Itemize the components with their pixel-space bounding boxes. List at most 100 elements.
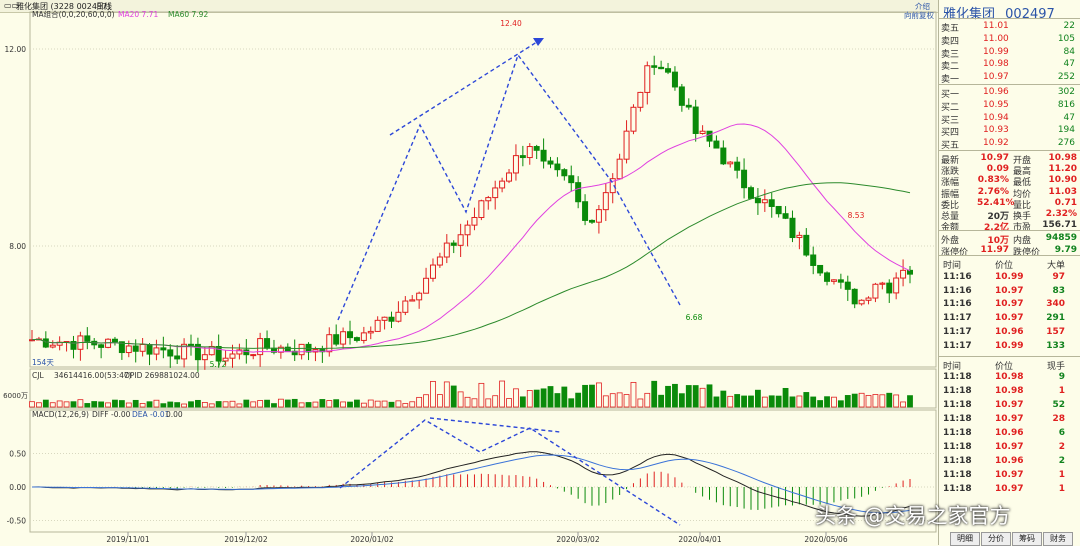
- kline-chart[interactable]: 12.00 8.00 12.40 5.72 6.68 8.53 MA组合(0,0,20,60…: [0, 0, 938, 545]
- header-volume: 大单: [1046, 260, 1065, 271]
- volume-bar: [699, 387, 706, 408]
- candle-body: [678, 86, 685, 106]
- high-price-label: 12.40: [500, 19, 522, 28]
- quote-panel: 雅化集团 002497 卖五 11.01 22 卖四 11.00 105 卖三 10.99 84…: [938, 0, 1080, 545]
- volume-bar: [734, 394, 741, 408]
- trade-row[interactable]: 11:18 10.97 52: [939, 399, 1080, 412]
- stat-label: 涨跌: [941, 167, 960, 178]
- candle-body: [457, 234, 464, 246]
- candle-body: [436, 256, 443, 266]
- volume-bar: [284, 399, 291, 408]
- trade-volume: 9: [1058, 371, 1065, 382]
- volume-bar: [167, 401, 174, 408]
- trade-price: 10.99: [995, 340, 1024, 351]
- trade-time: 11:17: [943, 313, 972, 324]
- volume-bar: [796, 395, 803, 408]
- trade-time: 11:18: [943, 483, 972, 494]
- candle-body: [526, 146, 533, 159]
- trade-row[interactable]: 11:16 10.97 83: [939, 285, 1080, 298]
- volume-bar: [768, 395, 775, 408]
- header-price: 价位: [995, 260, 1014, 271]
- candle-body: [644, 65, 651, 93]
- trade-row[interactable]: 11:18 10.96 6: [939, 427, 1080, 440]
- buy-level-row[interactable]: 买四 10.93 194: [939, 124, 1080, 138]
- trade-row[interactable]: 11:18 10.97 1: [939, 483, 1080, 496]
- stat-label: 涨停价: [941, 247, 969, 258]
- sell-level-row[interactable]: 卖五 11.01 22: [939, 20, 1080, 34]
- buy-level-row[interactable]: 买三 10.94 47: [939, 112, 1080, 126]
- buy-level-volume: 276: [1057, 138, 1075, 149]
- sell-level-row[interactable]: 卖三 10.99 84: [939, 46, 1080, 60]
- sell-level-row[interactable]: 卖四 11.00 105: [939, 33, 1080, 47]
- volume-bar: [118, 400, 125, 408]
- trade-row[interactable]: 11:18 10.97 28: [939, 413, 1080, 426]
- trade-volume: 83: [1052, 285, 1065, 296]
- candle-body: [277, 346, 284, 353]
- candle-body: [485, 197, 492, 202]
- candle-body: [789, 217, 796, 239]
- candle-body: [402, 300, 409, 313]
- candle-body: [429, 264, 436, 279]
- stat-label: 最高: [1013, 167, 1032, 178]
- trade-price: 10.97: [995, 399, 1024, 410]
- candle-body: [706, 130, 713, 142]
- low-price-label: 5.72: [210, 360, 227, 369]
- stat-value: 10万: [987, 236, 1009, 247]
- volume-bar: [264, 399, 270, 408]
- tab-detail[interactable]: 明细: [950, 532, 980, 546]
- trade-row[interactable]: 11:18 10.97 2: [939, 441, 1080, 454]
- candle-body: [250, 354, 257, 357]
- tab-finance[interactable]: 财务: [1043, 532, 1073, 546]
- candle-body: [353, 337, 360, 341]
- stat-label: 委比: [941, 200, 960, 211]
- trade-row[interactable]: 11:16 10.97 340: [939, 298, 1080, 311]
- candle-body: [671, 71, 678, 88]
- volume-bar: [692, 385, 699, 408]
- volume-bar: [333, 399, 340, 408]
- trade-row[interactable]: 11:18 10.98 1: [939, 385, 1080, 398]
- candle-body: [713, 140, 720, 149]
- sell-level-volume: 252: [1057, 72, 1075, 83]
- buy-level-row[interactable]: 买五 10.92 276: [939, 137, 1080, 151]
- volume-bar: [450, 385, 457, 408]
- period-label[interactable]: 日线: [96, 2, 112, 11]
- candle-body: [201, 354, 208, 361]
- stat-value: 11.03: [1048, 186, 1077, 197]
- tab-chips[interactable]: 筹码: [1012, 532, 1042, 546]
- trade-row[interactable]: 11:17 10.96 157: [939, 326, 1080, 339]
- candle-body: [360, 332, 367, 341]
- trade-row[interactable]: 11:17 10.97 291: [939, 312, 1080, 325]
- trade-row[interactable]: 11:17 10.99 133: [939, 340, 1080, 353]
- buy-level-row[interactable]: 买一 10.96 302: [939, 86, 1080, 100]
- stat-label: 振幅: [941, 189, 960, 200]
- macd-histogram: [38, 471, 911, 510]
- trade-row[interactable]: 11:18 10.96 2: [939, 455, 1080, 468]
- volume-bar: [146, 401, 153, 408]
- tab-price-distribution[interactable]: 分价: [981, 532, 1011, 546]
- volume-bar: [589, 384, 595, 408]
- volume-bar: [865, 395, 872, 408]
- sell-level-volume: 84: [1063, 46, 1075, 57]
- candle-body: [720, 147, 727, 165]
- chart-icon[interactable]: ▭▭: [4, 1, 20, 10]
- volume-bar: [208, 403, 215, 408]
- candle-body: [616, 158, 623, 180]
- trade-row[interactable]: 11:18 10.97 1: [939, 469, 1080, 482]
- trade-row[interactable]: 11:16 10.99 97: [939, 271, 1080, 284]
- sell-level-row[interactable]: 卖二 10.98 47: [939, 58, 1080, 72]
- volume-bar: [506, 398, 512, 408]
- volume-bar: [381, 400, 388, 408]
- trade-volume: 97: [1052, 271, 1065, 282]
- trade-price: 10.97: [995, 441, 1024, 452]
- buy-level-row[interactable]: 买二 10.95 816: [939, 99, 1080, 113]
- detail-tabs: 明细 分价 筹码 财务: [948, 532, 1080, 546]
- macd-axis-tick: -0.50: [7, 517, 27, 526]
- volume-bar: [402, 403, 409, 408]
- candle-body: [229, 353, 236, 359]
- trade-price: 10.96: [995, 455, 1024, 466]
- sell-level-row[interactable]: 卖一 10.97 252: [939, 71, 1080, 85]
- candle-body: [810, 254, 817, 266]
- candle-body: [734, 161, 741, 171]
- trade-row[interactable]: 11:18 10.98 9: [939, 371, 1080, 384]
- stat-value: 10.97: [980, 153, 1009, 163]
